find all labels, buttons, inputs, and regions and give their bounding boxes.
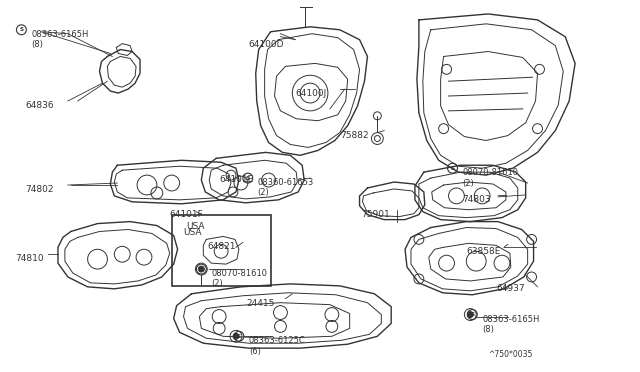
Text: USA: USA bbox=[184, 228, 202, 237]
Text: S: S bbox=[451, 166, 454, 171]
Text: 74802: 74802 bbox=[26, 185, 54, 194]
Text: 08363-6165H
(8): 08363-6165H (8) bbox=[31, 30, 89, 49]
Text: S: S bbox=[246, 176, 250, 180]
Text: S: S bbox=[199, 267, 204, 272]
Text: 74803: 74803 bbox=[462, 195, 491, 204]
Text: 64101F: 64101F bbox=[170, 210, 204, 219]
Text: 75882: 75882 bbox=[340, 131, 369, 140]
Text: 08360-61653
(2): 08360-61653 (2) bbox=[258, 178, 314, 198]
Text: 64100J: 64100J bbox=[295, 89, 326, 98]
Text: S: S bbox=[470, 312, 474, 317]
Text: S: S bbox=[237, 334, 241, 339]
Text: 75901: 75901 bbox=[362, 210, 390, 219]
Text: 63858E: 63858E bbox=[467, 247, 500, 256]
Bar bbox=[172, 215, 271, 286]
Circle shape bbox=[233, 333, 239, 339]
Text: 64836: 64836 bbox=[26, 101, 54, 110]
Text: S: S bbox=[19, 27, 24, 32]
Text: ^750*0035: ^750*0035 bbox=[488, 350, 532, 359]
Text: 08363-6165H
(8): 08363-6165H (8) bbox=[482, 315, 540, 334]
Text: 74810: 74810 bbox=[15, 254, 44, 263]
Text: 24415: 24415 bbox=[247, 299, 275, 308]
Circle shape bbox=[467, 312, 473, 318]
Text: 08363-6125C
(6): 08363-6125C (6) bbox=[249, 336, 305, 356]
Text: USA: USA bbox=[186, 222, 205, 231]
Text: 08070-81610
(2): 08070-81610 (2) bbox=[462, 168, 518, 187]
Text: 64821: 64821 bbox=[207, 243, 236, 251]
Text: 64100D: 64100D bbox=[249, 40, 284, 49]
Circle shape bbox=[198, 266, 204, 272]
Text: 64937: 64937 bbox=[496, 284, 525, 293]
Text: 08070-81610
(2): 08070-81610 (2) bbox=[211, 269, 268, 288]
Text: 64101E: 64101E bbox=[219, 175, 253, 184]
